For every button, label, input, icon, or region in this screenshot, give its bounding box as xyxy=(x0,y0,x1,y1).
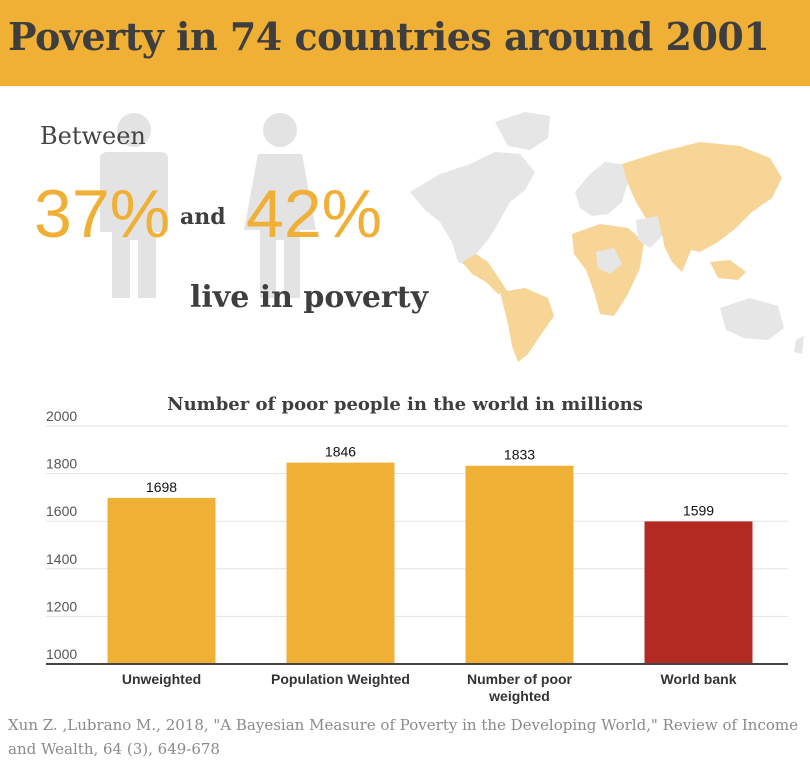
map-se-asia xyxy=(710,260,746,280)
low-percentage: 37% xyxy=(34,176,171,252)
bar xyxy=(465,465,574,664)
y-tick-label: 1200 xyxy=(46,598,77,614)
map-central-america xyxy=(462,254,508,294)
man-icon xyxy=(100,113,168,298)
map-middle-east xyxy=(636,216,662,248)
hero-section: Between 37% and 42% live in poverty xyxy=(0,86,810,386)
x-tick-label: Number of poor weighted xyxy=(467,671,573,704)
page-title: Poverty in 74 countries around 2001 xyxy=(8,14,770,59)
chart-title: Number of poor people in the world in mi… xyxy=(167,394,643,415)
high-percentage: 42% xyxy=(246,176,383,252)
map-south-america xyxy=(500,288,554,362)
map-asia xyxy=(622,142,782,252)
data-label: 1698 xyxy=(146,479,177,495)
x-tick-label: Population Weighted xyxy=(271,671,410,687)
between-label: Between xyxy=(40,122,146,150)
and-label: and xyxy=(180,204,226,230)
poverty-tagline: live in poverty xyxy=(190,280,429,315)
source-citation: Xun Z. ,Lubrano M., 2018, "A Bayesian Me… xyxy=(8,716,798,758)
data-label: 1833 xyxy=(504,447,535,463)
y-tick-label: 1800 xyxy=(46,456,77,472)
data-label: 1599 xyxy=(683,502,714,518)
y-tick-label: 1400 xyxy=(46,551,77,567)
bar xyxy=(286,462,395,664)
x-tick-label: Unweighted xyxy=(122,671,201,687)
bar-chart: 2000 1800 1600 1400 1200 1000 1698 Unweighted 18… xyxy=(46,410,788,704)
bar xyxy=(107,497,216,664)
bar xyxy=(644,521,753,664)
map-new-zealand xyxy=(794,336,804,354)
map-greenland xyxy=(495,112,550,150)
map-india xyxy=(662,228,692,272)
y-tick-label: 1600 xyxy=(46,503,77,519)
map-australia xyxy=(720,298,784,340)
map-north-america xyxy=(410,152,535,267)
y-tick-label: 2000 xyxy=(46,410,77,424)
map-africa-grey xyxy=(596,248,622,274)
world-map xyxy=(410,112,804,362)
map-europe xyxy=(575,162,628,216)
data-label: 1846 xyxy=(325,444,356,460)
x-tick-label: World bank xyxy=(661,671,737,687)
y-tick-label: 1000 xyxy=(46,646,77,662)
header-banner: Poverty in 74 countries around 2001 xyxy=(0,0,810,86)
woman-icon xyxy=(244,113,316,298)
